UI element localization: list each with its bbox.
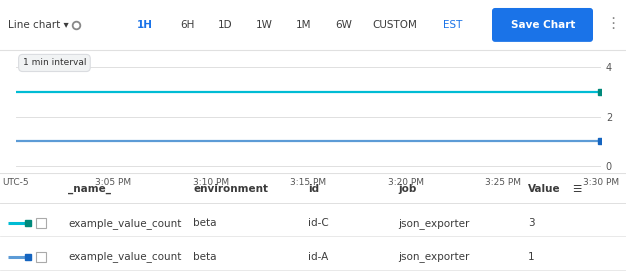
Text: ⋮: ⋮ [605, 16, 620, 31]
Text: 1D: 1D [218, 20, 232, 30]
Text: EST: EST [443, 20, 463, 30]
Text: Line chart ▾: Line chart ▾ [8, 20, 69, 30]
Text: environment: environment [193, 184, 268, 194]
Text: 1M: 1M [296, 20, 312, 30]
Text: 1W: 1W [255, 20, 272, 30]
Text: 3: 3 [528, 218, 535, 228]
Text: beta: beta [193, 218, 217, 228]
Bar [36, 218, 46, 228]
Text: 1 min interval: 1 min interval [23, 58, 86, 68]
Text: id-C: id-C [308, 218, 329, 228]
Text: 1H: 1H [137, 20, 153, 30]
Bar [36, 252, 46, 262]
Text: id: id [308, 184, 319, 194]
Text: example_value_count: example_value_count [68, 218, 182, 229]
Text: json_exporter: json_exporter [398, 218, 470, 229]
Text: json_exporter: json_exporter [398, 252, 470, 263]
Text: beta: beta [193, 252, 217, 262]
Text: job: job [398, 184, 416, 194]
Text: _name_: _name_ [68, 184, 111, 194]
Text: 1: 1 [528, 252, 535, 262]
Text: example_value_count: example_value_count [68, 252, 182, 263]
Text: Save Chart: Save Chart [511, 20, 575, 30]
Text: ☰: ☰ [572, 184, 582, 194]
FancyBboxPatch shape [492, 8, 593, 42]
Text: 6W: 6W [336, 20, 352, 30]
Text: id-A: id-A [308, 252, 328, 262]
Text: CUSTOM: CUSTOM [372, 20, 418, 30]
Text: 6H: 6H [180, 20, 194, 30]
Text: Value: Value [528, 184, 561, 194]
